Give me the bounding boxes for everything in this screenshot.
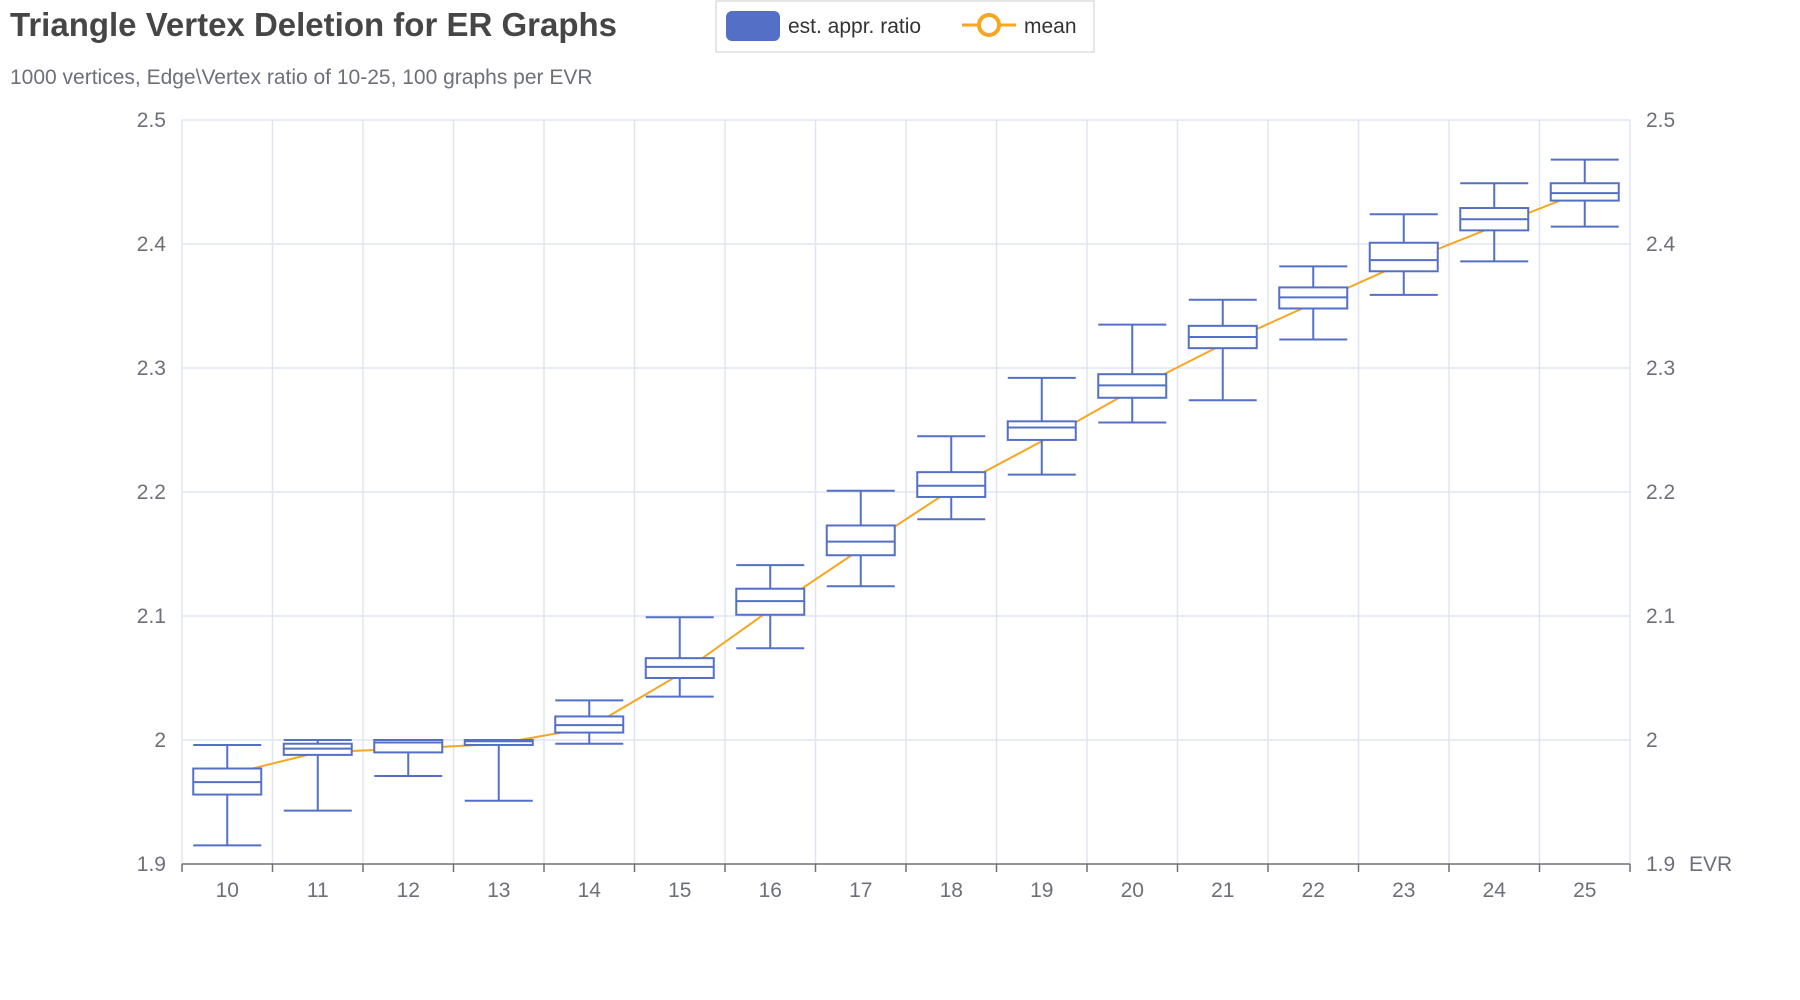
x-tick-label: 18 xyxy=(940,879,963,902)
y-axis-right: 1.9 2 2.1 2.2 2.3 2.4 2.5 xyxy=(1646,109,1676,876)
box-25 xyxy=(1549,158,1620,228)
x-tick-label: 22 xyxy=(1302,879,1325,902)
box-13 xyxy=(463,739,534,802)
x-tick-label: 25 xyxy=(1573,879,1596,902)
y-tick-label-left: 2.3 xyxy=(137,357,166,380)
box-19 xyxy=(1006,376,1077,476)
x-axis: 10 11 12 13 14 15 16 17 18 19 20 21 22 23 24 25 xyxy=(181,863,1631,902)
iqr-box xyxy=(1549,182,1620,202)
legend: est. appr. ratio mean xyxy=(715,0,1095,53)
mean-series xyxy=(227,189,1586,776)
y-tick-label-left: 2.1 xyxy=(137,605,166,628)
y-tick-label-right: 2.3 xyxy=(1646,357,1675,380)
x-tick-label: 16 xyxy=(759,879,782,902)
box-series xyxy=(192,158,1620,847)
x-tick-label: 15 xyxy=(668,879,691,902)
x-tick-label: 11 xyxy=(307,879,329,902)
y-tick-label-left: 2.5 xyxy=(137,109,166,132)
iqr-box xyxy=(1368,241,1439,273)
box-17 xyxy=(825,489,896,588)
legend-label-mean: mean xyxy=(1024,15,1077,38)
y-tick-label-left: 1.9 xyxy=(137,853,166,876)
x-tick-label: 21 xyxy=(1211,879,1234,902)
chart-title: Triangle Vertex Deletion for ER Graphs xyxy=(10,6,617,43)
x-tick-label: 10 xyxy=(216,879,239,902)
legend-label-appr-ratio: est. appr. ratio xyxy=(788,15,921,38)
y-tick-label-right: 2.4 xyxy=(1646,233,1676,256)
box-22 xyxy=(1278,265,1349,341)
chart-subtitle: 1000 vertices, Edge\Vertex ratio of 10-2… xyxy=(10,66,593,89)
box-21 xyxy=(1187,298,1258,402)
iqr-box xyxy=(463,739,534,746)
legend-marker-mean xyxy=(977,13,1001,37)
box-15 xyxy=(644,616,715,698)
y-tick-label-right: 1.9 xyxy=(1646,853,1675,876)
x-tick-label: 17 xyxy=(849,879,872,902)
box-14 xyxy=(554,699,625,745)
legend-swatch-appr-ratio xyxy=(726,11,780,41)
y-tick-label-left: 2.4 xyxy=(137,233,167,256)
y-tick-label-right: 2.2 xyxy=(1646,481,1675,504)
legend-item-appr-ratio[interactable]: est. appr. ratio xyxy=(726,11,921,41)
box-23 xyxy=(1368,213,1439,296)
iqr-box xyxy=(1006,420,1077,441)
iqr-box xyxy=(916,471,987,498)
x-tick-label: 13 xyxy=(487,879,510,902)
x-tick-label: 20 xyxy=(1121,879,1144,902)
x-tick-label: 19 xyxy=(1030,879,1053,902)
y-tick-label-right: 2.1 xyxy=(1646,605,1675,628)
box-18 xyxy=(916,435,987,521)
iqr-box xyxy=(825,524,896,557)
box-12 xyxy=(373,739,444,777)
x-tick-label: 14 xyxy=(578,879,602,902)
box-24 xyxy=(1459,182,1530,263)
x-axis-title: EVR xyxy=(1689,853,1732,876)
mean-line xyxy=(227,189,1586,776)
box-16 xyxy=(735,564,806,650)
x-tick-label: 23 xyxy=(1392,879,1415,902)
y-tick-label-left: 2.2 xyxy=(137,481,166,504)
legend-item-mean[interactable]: mean xyxy=(962,13,1077,38)
y-tick-label-right: 2.5 xyxy=(1646,109,1675,132)
y-tick-label-left: 2 xyxy=(154,729,166,752)
box-20 xyxy=(1097,323,1168,424)
box-10 xyxy=(192,743,263,847)
box-11 xyxy=(282,739,353,812)
y-axis-left: 1.9 2 2.1 2.2 2.3 2.4 2.5 xyxy=(137,109,167,876)
iqr-box xyxy=(644,657,715,679)
x-tick-label: 12 xyxy=(397,879,420,902)
x-tick-label: 24 xyxy=(1483,879,1507,902)
y-tick-label-right: 2 xyxy=(1646,729,1658,752)
